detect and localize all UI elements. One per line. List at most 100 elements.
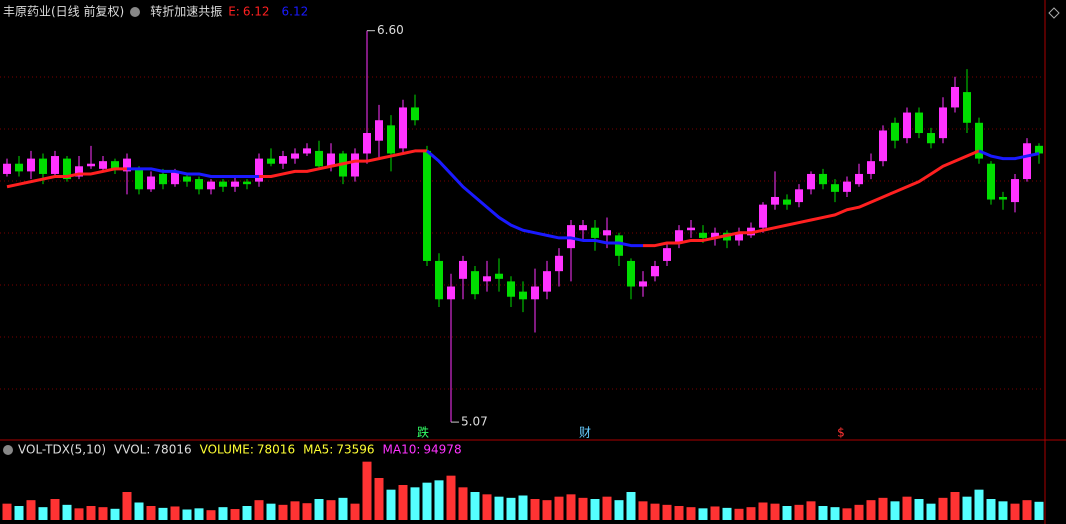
candle-body <box>903 112 911 139</box>
indicator-line <box>127 167 259 179</box>
header-text: 73596 <box>336 443 374 457</box>
candle-body <box>879 130 887 162</box>
candle-body <box>579 225 587 231</box>
volume-header: VOL-TDX(5,10) VVOL: 78016 VOLUME: 78016 MA5: 7… <box>18 443 462 457</box>
volume-bar <box>878 497 888 520</box>
candle-body <box>27 158 35 172</box>
volume-bar <box>434 480 444 520</box>
candle-body <box>423 150 431 261</box>
volume-bar <box>1022 500 1032 520</box>
volume-bar <box>266 503 276 520</box>
volume-bar <box>554 496 564 520</box>
volume-bar <box>830 507 840 520</box>
price-header: 丰原药业(日线 前复权) 转折加速共振 E: 6.12 6.12 <box>3 4 308 19</box>
candle-body <box>831 184 839 192</box>
volume-bar <box>782 506 792 520</box>
candle-body <box>891 122 899 141</box>
volume-bar <box>914 499 924 520</box>
candle-body <box>171 171 179 185</box>
candle-body <box>687 227 695 231</box>
corner-icon[interactable] <box>1048 7 1060 19</box>
header-text: VVOL: <box>114 443 150 457</box>
candle-body <box>111 161 119 169</box>
candle-body <box>987 163 995 200</box>
candle-body <box>795 189 803 203</box>
candle-body <box>999 196 1007 200</box>
volume-bar <box>842 508 852 520</box>
volume-bar <box>302 503 312 520</box>
candle-body <box>63 158 71 180</box>
candle-body <box>255 158 263 182</box>
header-text: VOL-TDX(5,10) <box>18 443 106 457</box>
volume-bar <box>38 507 48 520</box>
menu-button[interactable] <box>130 7 140 17</box>
candle-body <box>807 173 815 190</box>
volume-bar <box>494 496 504 520</box>
volume-bar <box>458 487 468 520</box>
volume-bar <box>110 508 120 520</box>
candle-body <box>351 153 359 177</box>
candle-body <box>231 181 239 187</box>
candle-body <box>135 168 143 190</box>
volume-bar <box>542 500 552 520</box>
candle-body <box>291 153 299 159</box>
candle-body <box>459 260 467 279</box>
volume-bar <box>578 497 588 520</box>
candle-body <box>387 125 395 154</box>
volume-bar <box>674 506 684 520</box>
header-text: E: <box>228 5 240 19</box>
candle-body <box>771 196 779 205</box>
candle-body <box>615 235 623 256</box>
header-text: MA5: <box>303 443 333 457</box>
volume-bar <box>1010 503 1020 520</box>
volume-bar <box>482 494 492 520</box>
candle-body <box>651 266 659 277</box>
candle-body <box>471 271 479 295</box>
volume-bar <box>590 499 600 520</box>
volume-bar <box>602 496 612 520</box>
candle-body <box>315 150 323 167</box>
candle-body <box>555 255 563 272</box>
candle-body <box>195 179 203 190</box>
volume-bar <box>278 504 288 520</box>
candle-body <box>411 107 419 121</box>
high-label: 6.60 <box>377 23 404 37</box>
indicator-line <box>643 149 980 248</box>
volume-bar <box>698 508 708 520</box>
candle-body <box>603 230 611 236</box>
volume-bar <box>398 485 408 520</box>
volume-bar <box>890 501 900 520</box>
candle-body <box>975 122 983 159</box>
volume-bar <box>326 500 336 520</box>
volume-bar <box>170 506 180 520</box>
volume-bar <box>770 503 780 520</box>
candle-body <box>855 173 863 185</box>
candle-body <box>39 158 47 174</box>
candle-body <box>627 260 635 287</box>
volume-bar <box>290 501 300 520</box>
candle-body <box>699 232 707 238</box>
candle-body <box>1023 143 1031 180</box>
volume-bar <box>938 497 948 520</box>
volume-bar <box>362 461 372 520</box>
volume-bar <box>950 492 960 520</box>
candle-body <box>531 286 539 300</box>
volume-bar <box>410 487 420 520</box>
volume-bar <box>374 478 384 520</box>
volume-bar <box>506 497 516 520</box>
header-text: 6.12 <box>282 5 309 19</box>
candle-body <box>783 199 791 205</box>
indicator-line <box>259 149 427 179</box>
header-text: 94978 <box>423 443 461 457</box>
volume-bar <box>686 507 696 520</box>
candle-body <box>399 107 407 149</box>
menu-button[interactable] <box>3 445 13 455</box>
candle-body <box>123 158 131 172</box>
volume-bar <box>182 509 192 520</box>
candle-body <box>951 86 959 108</box>
candle-body <box>963 92 971 123</box>
volume-bar <box>962 496 972 520</box>
volume-bar <box>206 510 216 520</box>
candle-body <box>15 163 23 172</box>
